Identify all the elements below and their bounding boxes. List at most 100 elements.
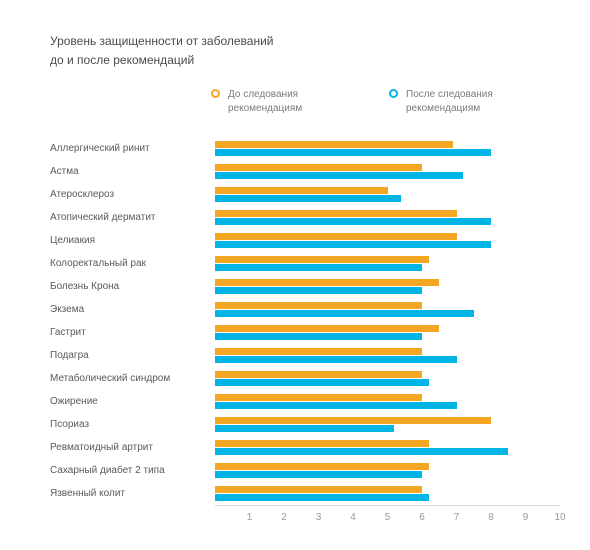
bar-after xyxy=(215,310,474,317)
x-axis: 12345678910 xyxy=(215,505,560,527)
x-tick: 6 xyxy=(419,512,425,523)
category-label: Сахарный диабет 2 типа xyxy=(50,465,215,476)
category-label: Ожирение xyxy=(50,396,215,407)
bars-cell xyxy=(215,321,560,344)
table-row: Болезнь Крона xyxy=(50,275,560,298)
legend-label-before: До следования рекомендациям xyxy=(228,88,361,115)
bars-cell xyxy=(215,137,560,160)
category-label: Экзема xyxy=(50,304,215,315)
bar-before xyxy=(215,256,429,263)
category-label: Псориаз xyxy=(50,419,215,430)
category-label: Метаболический синдром xyxy=(50,373,215,384)
category-label: Колоректальный рак xyxy=(50,258,215,269)
legend-label-after: После следования рекомендациям xyxy=(406,88,539,115)
x-tick: 3 xyxy=(316,512,322,523)
bar-before xyxy=(215,417,491,424)
bar-after xyxy=(215,195,401,202)
x-tick: 2 xyxy=(281,512,287,523)
bars-cell xyxy=(215,459,560,482)
title-line-1: Уровень защищенности от заболеваний xyxy=(50,34,274,48)
bars-cell xyxy=(215,344,560,367)
x-tick: 10 xyxy=(554,512,565,523)
chart-container: Уровень защищенности от заболеваний до и… xyxy=(0,0,590,550)
bars-cell xyxy=(215,183,560,206)
bar-before xyxy=(215,233,457,240)
table-row: Атопический дерматит xyxy=(50,206,560,229)
bars-cell xyxy=(215,252,560,275)
bar-before xyxy=(215,486,422,493)
plot-area: Аллергический ринит Астма Атеросклероз Атоп… xyxy=(50,137,560,527)
bar-before xyxy=(215,348,422,355)
table-row: Гастрит xyxy=(50,321,560,344)
legend-item-after: После следования рекомендациям xyxy=(389,88,539,115)
table-row: Язвенный колит xyxy=(50,482,560,505)
table-row: Экзема xyxy=(50,298,560,321)
bar-after xyxy=(215,379,429,386)
bar-after xyxy=(215,494,429,501)
table-row: Подагра xyxy=(50,344,560,367)
bars-cell xyxy=(215,413,560,436)
x-tick: 5 xyxy=(385,512,391,523)
category-label: Атеросклероз xyxy=(50,189,215,200)
bar-before xyxy=(215,463,429,470)
bar-after xyxy=(215,172,463,179)
legend: До следования рекомендациям После следов… xyxy=(50,88,560,115)
legend-dot-after-icon xyxy=(389,89,398,98)
bar-before xyxy=(215,141,453,148)
table-row: Ревматоидный артрит xyxy=(50,436,560,459)
bar-after xyxy=(215,402,457,409)
table-row: Целиакия xyxy=(50,229,560,252)
x-tick: 7 xyxy=(454,512,460,523)
bar-after xyxy=(215,448,508,455)
title-line-2: до и после рекомендаций xyxy=(50,53,194,67)
bars-cell xyxy=(215,390,560,413)
bar-after xyxy=(215,287,422,294)
bars-cell xyxy=(215,436,560,459)
category-label: Болезнь Крона xyxy=(50,281,215,292)
x-tick: 9 xyxy=(523,512,529,523)
bar-before xyxy=(215,440,429,447)
bar-before xyxy=(215,371,422,378)
category-label: Атопический дерматит xyxy=(50,212,215,223)
bar-before xyxy=(215,164,422,171)
bar-after xyxy=(215,218,491,225)
bar-before xyxy=(215,279,439,286)
legend-item-before: До следования рекомендациям xyxy=(211,88,361,115)
bar-before xyxy=(215,325,439,332)
bar-after xyxy=(215,264,422,271)
category-label: Ревматоидный артрит xyxy=(50,442,215,453)
bar-after xyxy=(215,425,394,432)
bars-cell xyxy=(215,229,560,252)
bar-after xyxy=(215,356,457,363)
chart-title: Уровень защищенности от заболеваний до и… xyxy=(50,32,560,70)
bars-cell xyxy=(215,367,560,390)
bars-cell xyxy=(215,206,560,229)
table-row: Псориаз xyxy=(50,413,560,436)
legend-dot-before-icon xyxy=(211,89,220,98)
table-row: Аллергический ринит xyxy=(50,137,560,160)
bars-cell xyxy=(215,298,560,321)
category-label: Подагра xyxy=(50,350,215,361)
table-row: Сахарный диабет 2 типа xyxy=(50,459,560,482)
table-row: Колоректальный рак xyxy=(50,252,560,275)
bars-cell xyxy=(215,275,560,298)
category-label: Аллергический ринит xyxy=(50,143,215,154)
bar-before xyxy=(215,187,388,194)
bars-cell xyxy=(215,482,560,505)
table-row: Ожирение xyxy=(50,390,560,413)
x-tick: 8 xyxy=(488,512,494,523)
category-label: Целиакия xyxy=(50,235,215,246)
bars-cell xyxy=(215,160,560,183)
category-label: Гастрит xyxy=(50,327,215,338)
bar-after xyxy=(215,333,422,340)
table-row: Атеросклероз xyxy=(50,183,560,206)
bar-before xyxy=(215,302,422,309)
bar-after xyxy=(215,149,491,156)
bar-before xyxy=(215,394,422,401)
chart-rows: Аллергический ринит Астма Атеросклероз Атоп… xyxy=(50,137,560,505)
x-tick: 1 xyxy=(247,512,253,523)
bar-before xyxy=(215,210,457,217)
table-row: Астма xyxy=(50,160,560,183)
bar-after xyxy=(215,241,491,248)
bar-after xyxy=(215,471,422,478)
